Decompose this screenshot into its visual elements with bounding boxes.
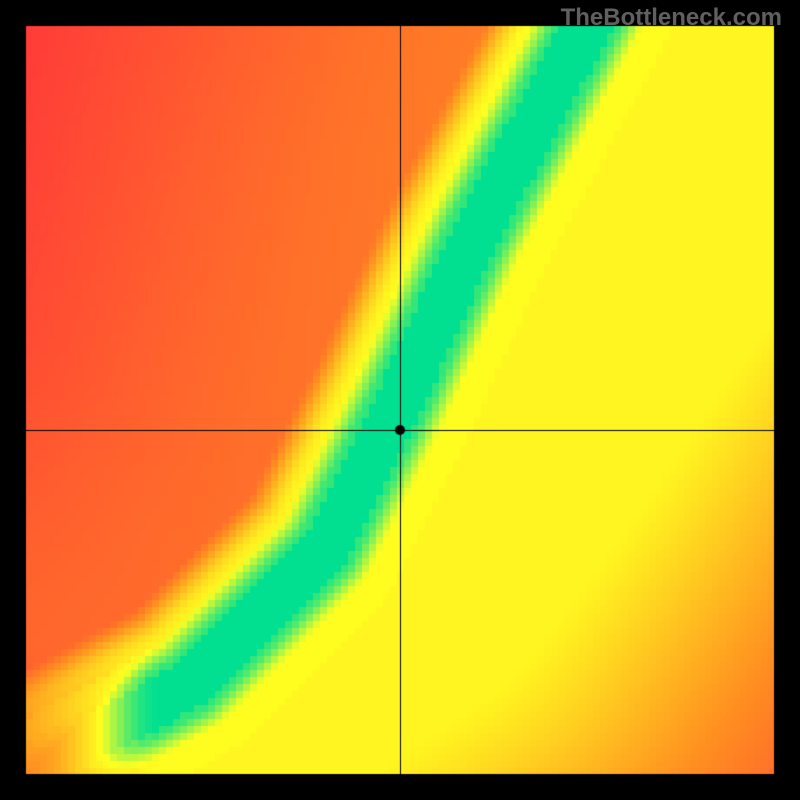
chart-container: TheBottleneck.com [0, 0, 800, 800]
watermark-text: TheBottleneck.com [561, 4, 782, 32]
heatmap-canvas [0, 0, 800, 800]
